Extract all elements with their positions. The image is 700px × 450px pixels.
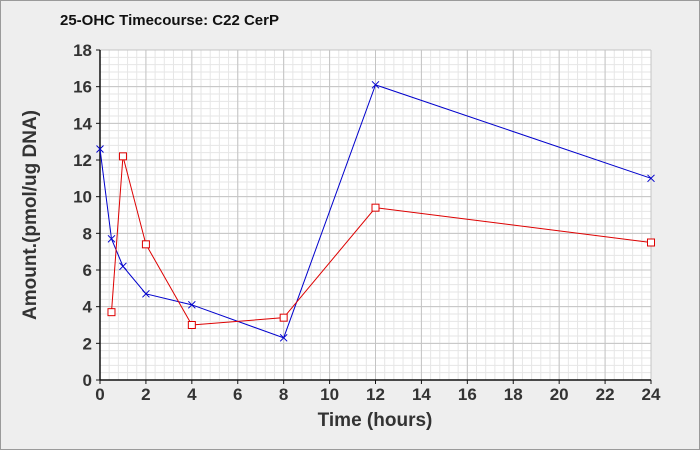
y-tick-label: 14 [73,114,92,133]
data-point-square-marker [118,152,127,161]
y-tick-label: 6 [83,261,92,280]
y-tick-labels: 0 2 4 6 8 10 12 14 16 18 [73,41,100,390]
y-tick-label: 0 [83,371,92,390]
x-axis-label: Time (hours) [318,410,433,431]
series-2 [107,152,655,329]
chart-title: 25-OHC Timecourse: C22 CerP [60,12,279,29]
x-tick-label: 6 [233,385,242,404]
x-tick-label: 8 [279,385,288,404]
data-point-square-marker [371,203,380,212]
x-tick-label: 10 [320,385,339,404]
x-tick-label: 12 [366,385,385,404]
y-tick-label: 8 [83,224,92,243]
y-tick-label: 16 [73,78,92,97]
x-tick-label: 14 [412,385,431,404]
x-tick-label: 0 [95,385,104,404]
series-layer [96,80,655,342]
data-point-square-marker [279,313,288,322]
y-axis-label: Amount.(pmol/ug DNA) [20,110,41,320]
y-tick-label: 10 [73,188,92,207]
x-tick-label: 4 [187,385,197,404]
series-1 [96,80,655,342]
x-tick-labels: 0 2 4 6 8 10 12 14 16 18 20 22 24 [95,380,661,404]
data-point-x-marker [96,145,104,153]
data-point-square-marker [141,240,150,249]
data-point-x-marker [279,333,288,342]
series-1-line [99,84,652,339]
x-tick-label: 22 [596,385,615,404]
data-point-x-marker [142,289,150,298]
major-grid [99,49,652,381]
y-tick-label: 18 [73,41,92,60]
x-tick-label: 20 [550,385,569,404]
x-tick-label: 16 [458,385,477,404]
y-tick-label: 2 [83,334,92,353]
x-tick-label: 18 [504,385,523,404]
data-point-x-marker [119,262,127,271]
data-point-square-marker [187,321,196,329]
data-point-x-marker [371,80,380,89]
y-tick-label: 12 [73,151,92,170]
y-tick-label: 4 [83,298,93,317]
data-point-x-marker [647,174,655,183]
data-point-x-marker [187,300,196,309]
x-tick-label: 24 [642,385,661,404]
data-point-square-marker [647,238,655,247]
data-point-x-marker [107,234,116,243]
x-tick-label: 2 [141,385,150,404]
data-point-square-marker [107,308,116,317]
